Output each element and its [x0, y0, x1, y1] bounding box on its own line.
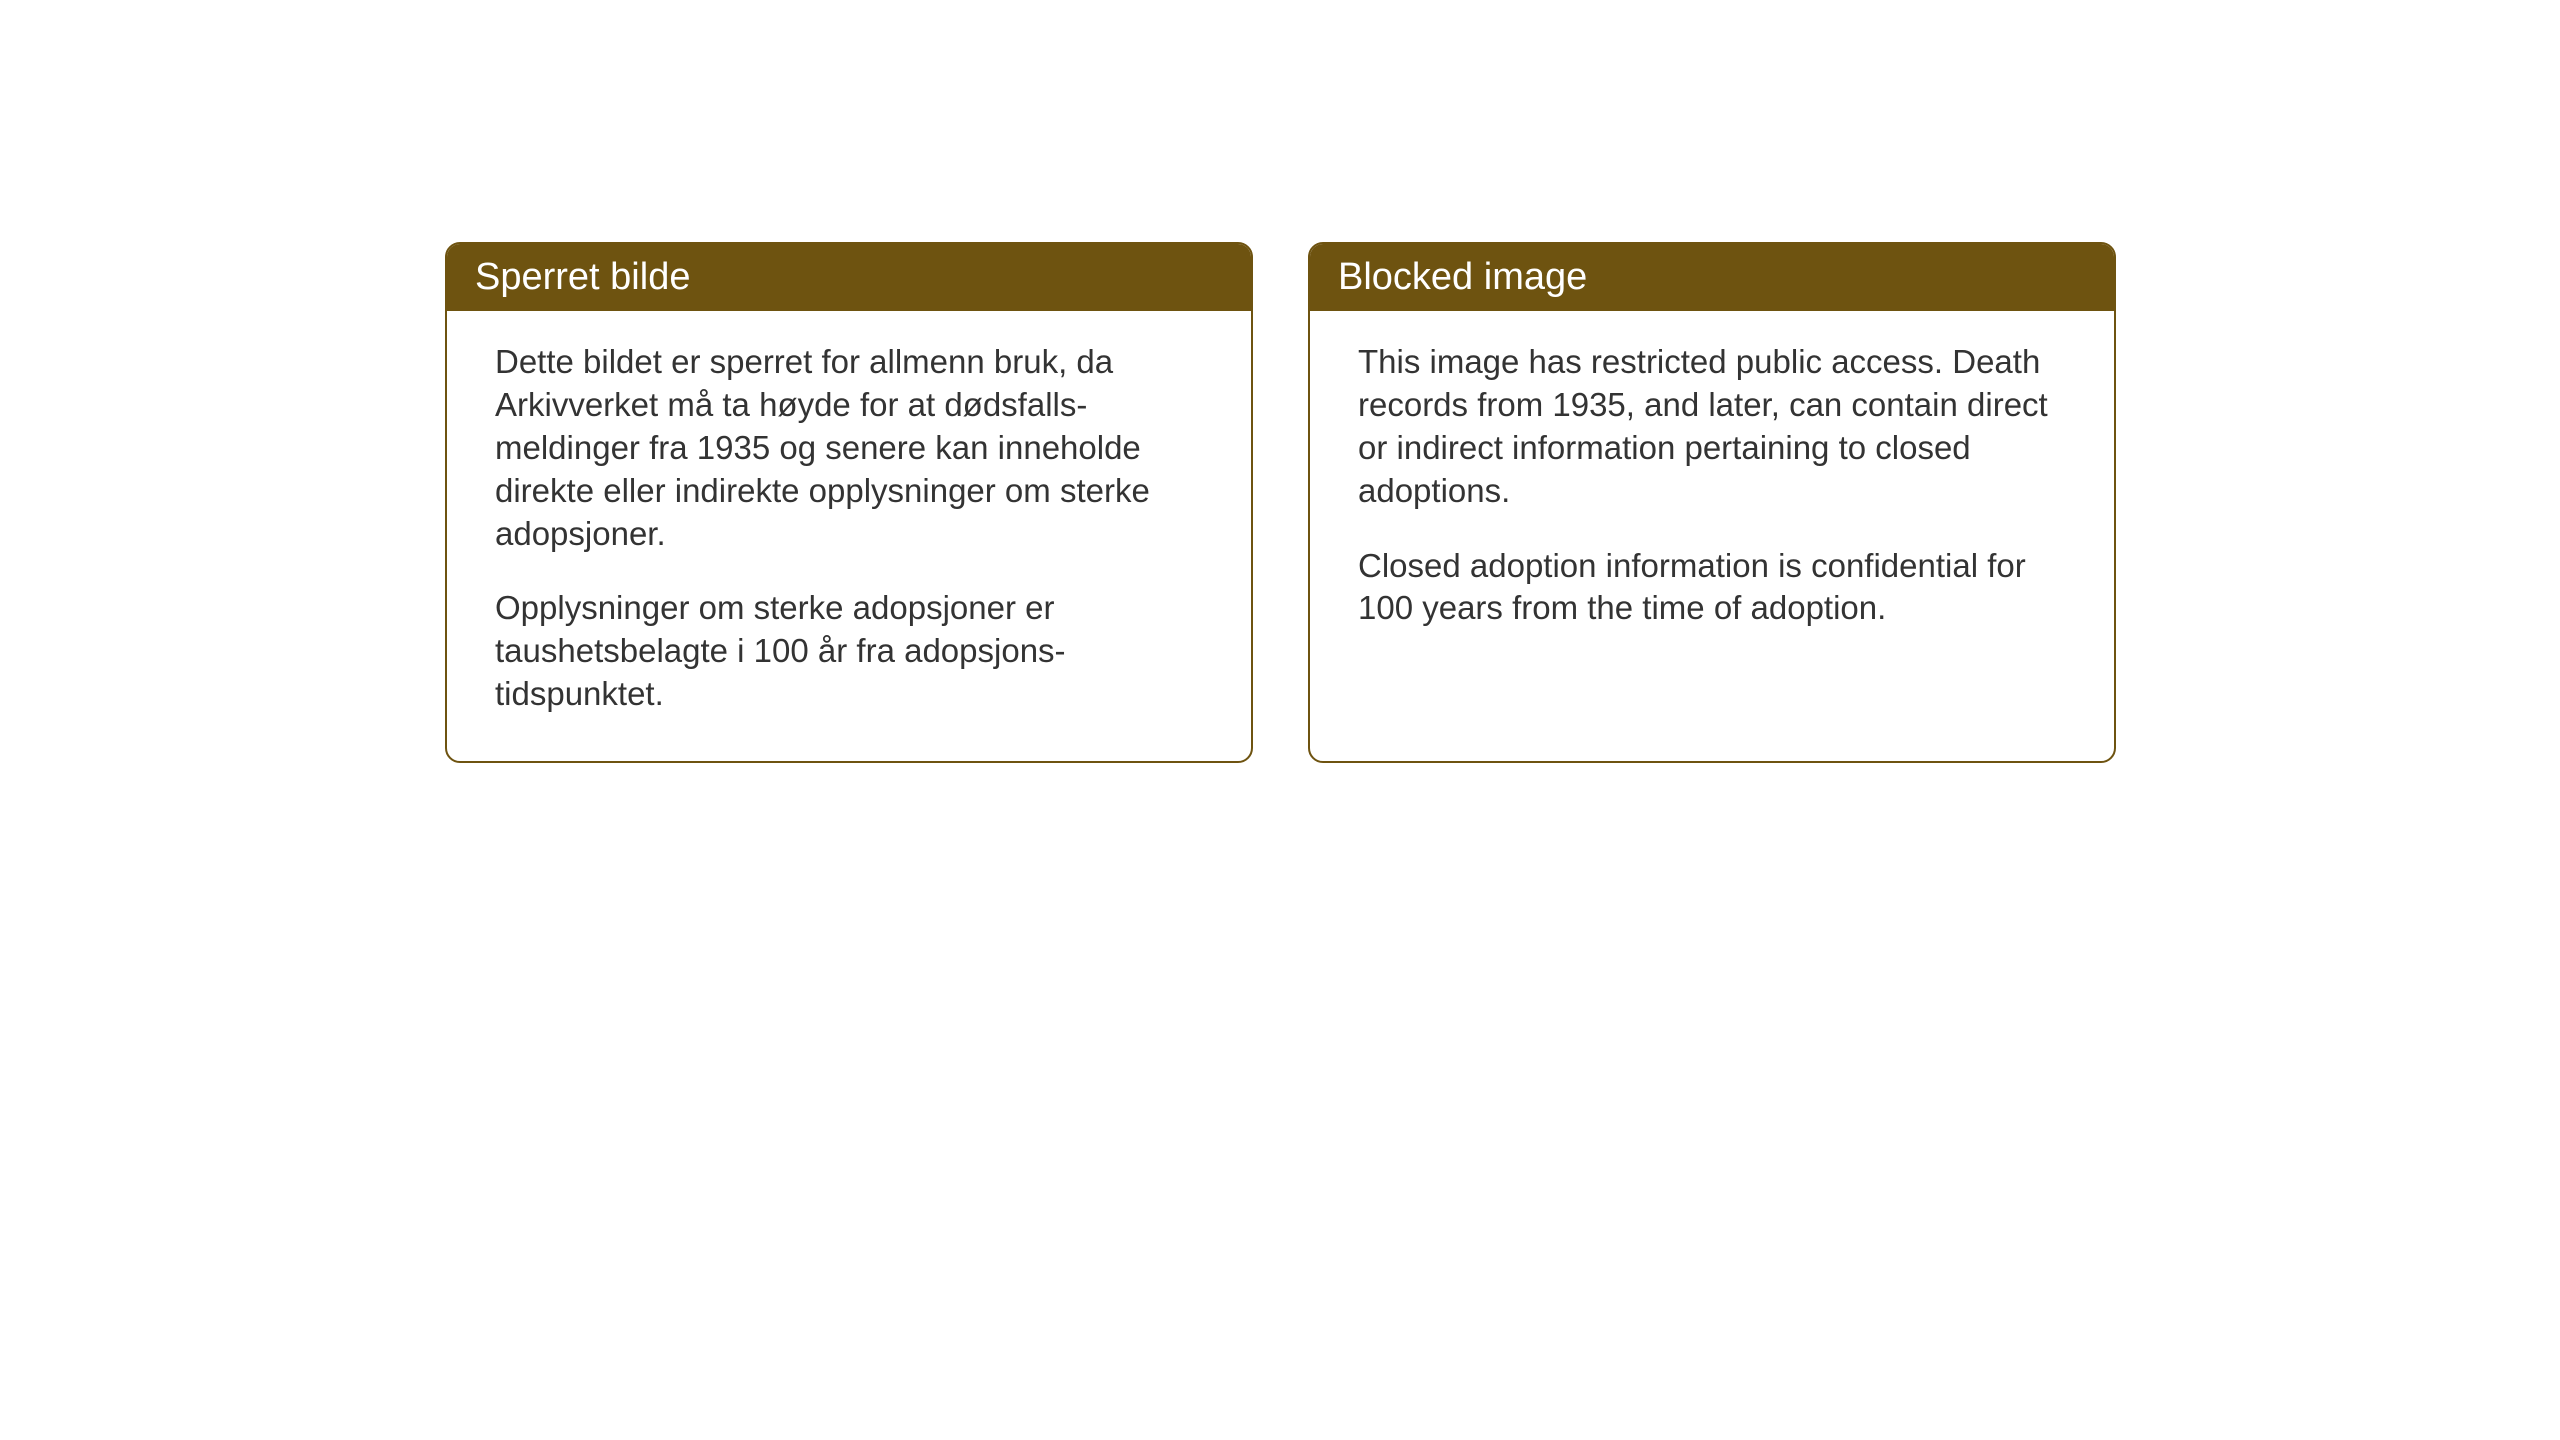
- card-norwegian-header: Sperret bilde: [447, 244, 1251, 311]
- card-english-header: Blocked image: [1310, 244, 2114, 311]
- cards-container: Sperret bilde Dette bildet er sperret fo…: [445, 242, 2116, 763]
- card-norwegian-paragraph-1: Dette bildet er sperret for allmenn bruk…: [495, 341, 1203, 555]
- card-norwegian-body: Dette bildet er sperret for allmenn bruk…: [447, 311, 1251, 761]
- card-english-title: Blocked image: [1338, 256, 1587, 298]
- card-english: Blocked image This image has restricted …: [1308, 242, 2116, 763]
- card-norwegian-paragraph-2: Opplysninger om sterke adopsjoner er tau…: [495, 587, 1203, 716]
- card-english-paragraph-2: Closed adoption information is confident…: [1358, 545, 2066, 631]
- card-english-body: This image has restricted public access.…: [1310, 311, 2114, 675]
- card-norwegian-title: Sperret bilde: [475, 256, 690, 298]
- card-english-paragraph-1: This image has restricted public access.…: [1358, 341, 2066, 513]
- card-norwegian: Sperret bilde Dette bildet er sperret fo…: [445, 242, 1253, 763]
